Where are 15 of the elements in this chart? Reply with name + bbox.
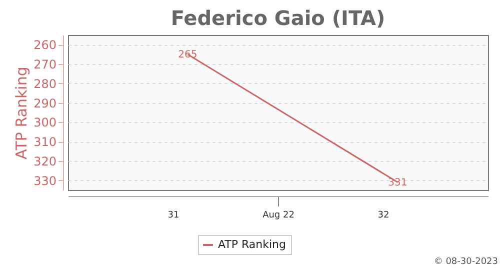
y-tick-label: 310 (34, 135, 56, 150)
x-tick-label: 31 (168, 210, 180, 220)
y-tick-label: 280 (34, 76, 56, 91)
y-tick-label: 270 (34, 58, 56, 72)
y-tick-label: 300 (34, 116, 56, 130)
x-tick-label: Aug 22 (262, 210, 294, 220)
text: © 08-30-2023 (434, 257, 498, 267)
x-tick-label: 32 (378, 210, 390, 220)
y-tick-label: 260 (34, 38, 56, 52)
y-tick-label: 290 (34, 96, 56, 110)
y-tick-label: 330 (34, 174, 56, 188)
legend-label: ATP Ranking (218, 238, 286, 251)
y-tick-label: 320 (34, 154, 56, 168)
chart-title: Federico Gaio (ITA) (170, 6, 386, 30)
y-axis-title: ATP Ranking (12, 66, 31, 160)
